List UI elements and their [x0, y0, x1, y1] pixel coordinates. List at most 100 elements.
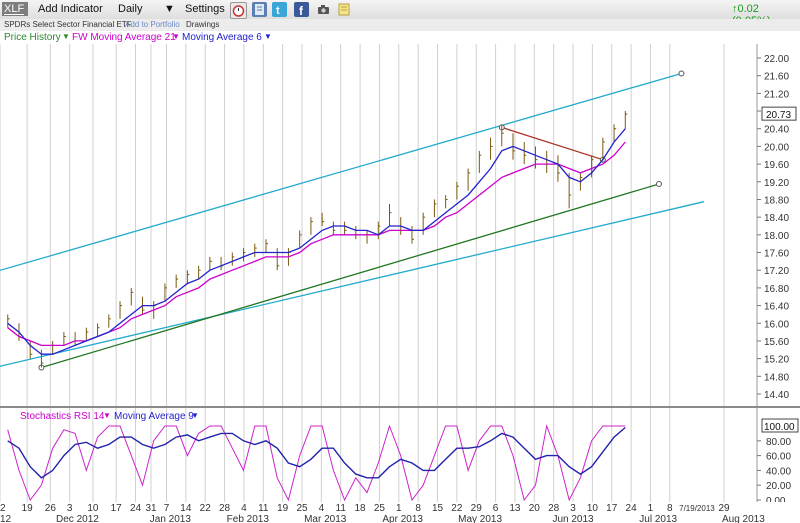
stoch-y-axis: 80.00 60.00 40.00 20.00 0.00 100.00	[756, 408, 800, 502]
x-tick-label: 1	[648, 503, 654, 514]
stochastics-chart[interactable]: 80.00 60.00 40.00 20.00 0.00 100.00	[0, 408, 800, 502]
x-tick-label: 17	[606, 503, 618, 514]
period-select[interactable]: Daily	[118, 3, 142, 15]
x-month-label: Apr 2013	[382, 514, 423, 523]
price-y-axis: 22.0021.6021.2020.8020.4020.0019.6019.20…	[756, 44, 800, 406]
x-tick-label: 29	[718, 503, 730, 514]
stoch-last-box	[761, 418, 799, 433]
toolbar: XLF Add Indicator Daily ▼ Settings t f ↑…	[0, 0, 800, 27]
x-tick-label: 24	[130, 503, 142, 514]
trendline-upper-channel	[0, 72, 682, 272]
y-tick-label: 17.20	[764, 266, 789, 277]
x-tick-label: 25	[374, 503, 386, 514]
x-tick-label: 25	[296, 503, 308, 514]
price-history-label[interactable]: Price History	[4, 32, 61, 43]
x-month-label: 7/19/2013	[679, 504, 715, 513]
x-tick-label: 14	[180, 503, 192, 514]
x-tick-label: 28	[548, 503, 560, 514]
stoch-y-tick-label: 40.00	[766, 466, 791, 477]
camera-icon[interactable]	[316, 2, 331, 17]
ma21-dropdown-icon[interactable]: ▼	[172, 32, 180, 41]
x-tick-label: 29	[471, 503, 483, 514]
x-month-label: Jul 2013	[639, 514, 677, 523]
y-tick-label: 16.00	[764, 319, 789, 330]
y-tick-label: 22.00	[764, 54, 789, 65]
period-label: Daily	[118, 3, 143, 15]
x-month-label: 2012	[0, 514, 12, 523]
y-tick-label: 18.40	[764, 213, 789, 224]
x-month-label: Mar 2013	[304, 514, 347, 523]
facebook-icon[interactable]: f	[294, 2, 309, 18]
x-tick-label: 17	[111, 503, 123, 514]
stoch-ma-label[interactable]: Moving Average 9	[114, 411, 194, 422]
y-tick-label: 15.20	[764, 355, 789, 366]
price-chart[interactable]: 22.0021.6021.2020.8020.4020.0019.6019.20…	[0, 44, 800, 406]
y-tick-label: 16.40	[764, 302, 789, 313]
add-to-portfolio-link[interactable]: Add to Portfolio	[125, 20, 180, 29]
y-tick-label: 20.00	[764, 142, 789, 153]
ma21-line	[7, 141, 626, 347]
timer-icon[interactable]	[230, 2, 247, 19]
ma6-dropdown-icon[interactable]: ▼	[264, 32, 272, 41]
ohlc-bars	[7, 111, 628, 368]
pane-divider[interactable]	[0, 406, 800, 408]
y-tick-label: 21.60	[764, 72, 789, 83]
y-tick-label: 18.00	[764, 231, 789, 242]
sub-bar: SPDRs Select Sector Financial ETF Add to…	[0, 19, 800, 31]
trendline-resistance	[501, 126, 604, 161]
stoch-y-tick-label: 0.00	[766, 496, 786, 502]
trendline-lower-channel	[0, 201, 705, 367]
x-tick-label: 22	[200, 503, 212, 514]
x-tick-label: 10	[587, 503, 599, 514]
stoch-grid	[0, 408, 725, 502]
stoch-y-tick-label: 60.00	[766, 452, 791, 463]
x-tick-label: 12	[0, 503, 6, 514]
stoch-rsi-line	[7, 424, 626, 502]
y-axis-background	[757, 44, 800, 406]
document-icon[interactable]	[252, 2, 267, 17]
stoch-rsi-dropdown-icon[interactable]: ▼	[103, 411, 111, 420]
stoch-y-tick-label: 20.00	[766, 481, 791, 492]
x-tick-label: 3	[67, 503, 73, 514]
x-month-label: Jan 2013	[150, 514, 192, 523]
settings-button[interactable]: Settings	[185, 3, 225, 15]
x-tick-label: 6	[493, 503, 499, 514]
notes-icon[interactable]	[337, 2, 352, 17]
svg-text:f: f	[299, 4, 304, 17]
ma6-label[interactable]: Moving Average 6	[182, 32, 262, 43]
x-tick-label: 11	[258, 503, 269, 514]
trendline-handle	[678, 70, 685, 77]
x-tick-label: 11	[336, 503, 347, 514]
x-tick-label: 26	[45, 503, 57, 514]
price-history-dropdown-icon[interactable]: ▼	[62, 32, 70, 41]
x-month-label: Feb 2013	[227, 514, 270, 523]
stoch-legend: Stochastics RSI 14 ▼ Moving Average 9 ▼	[0, 410, 800, 423]
moving-average-lines	[7, 128, 626, 355]
drawings-link[interactable]: Drawings	[186, 20, 220, 29]
y-tick-label: 19.20	[764, 178, 789, 189]
period-dropdown-icon[interactable]: ▼	[164, 3, 175, 15]
y-tick-label: 14.40	[764, 390, 789, 401]
trendline-handle	[655, 181, 662, 187]
up-arrow-icon: ↑	[732, 3, 738, 15]
y-tick-label: 14.80	[764, 372, 789, 383]
stoch-rsi-label[interactable]: Stochastics RSI 14	[20, 411, 105, 422]
x-tick-label: 7	[164, 503, 170, 514]
x-tick-label: 24	[626, 503, 638, 514]
x-month-label: May 2013	[458, 514, 502, 523]
last-price-label: 20.73	[766, 110, 791, 121]
y-tick-label: 19.60	[764, 160, 789, 171]
symbol-box[interactable]: XLF	[2, 2, 28, 16]
svg-text:t: t	[276, 5, 280, 17]
date-x-axis: 1219263101724317142228411192541118251815…	[0, 502, 800, 523]
price-grid	[0, 44, 725, 406]
add-indicator-button[interactable]: Add Indicator	[38, 3, 103, 15]
ma21-label[interactable]: FW Moving Average 21	[72, 32, 176, 43]
x-tick-label: 18	[355, 503, 367, 514]
stoch-ma-dropdown-icon[interactable]: ▼	[191, 411, 199, 420]
symbol-label: XLF	[4, 3, 25, 15]
y-tick-label: 18.80	[764, 195, 789, 206]
twitter-icon[interactable]: t	[272, 2, 287, 17]
x-tick-label: 31	[145, 503, 157, 514]
stoch-ma-line	[7, 426, 626, 479]
